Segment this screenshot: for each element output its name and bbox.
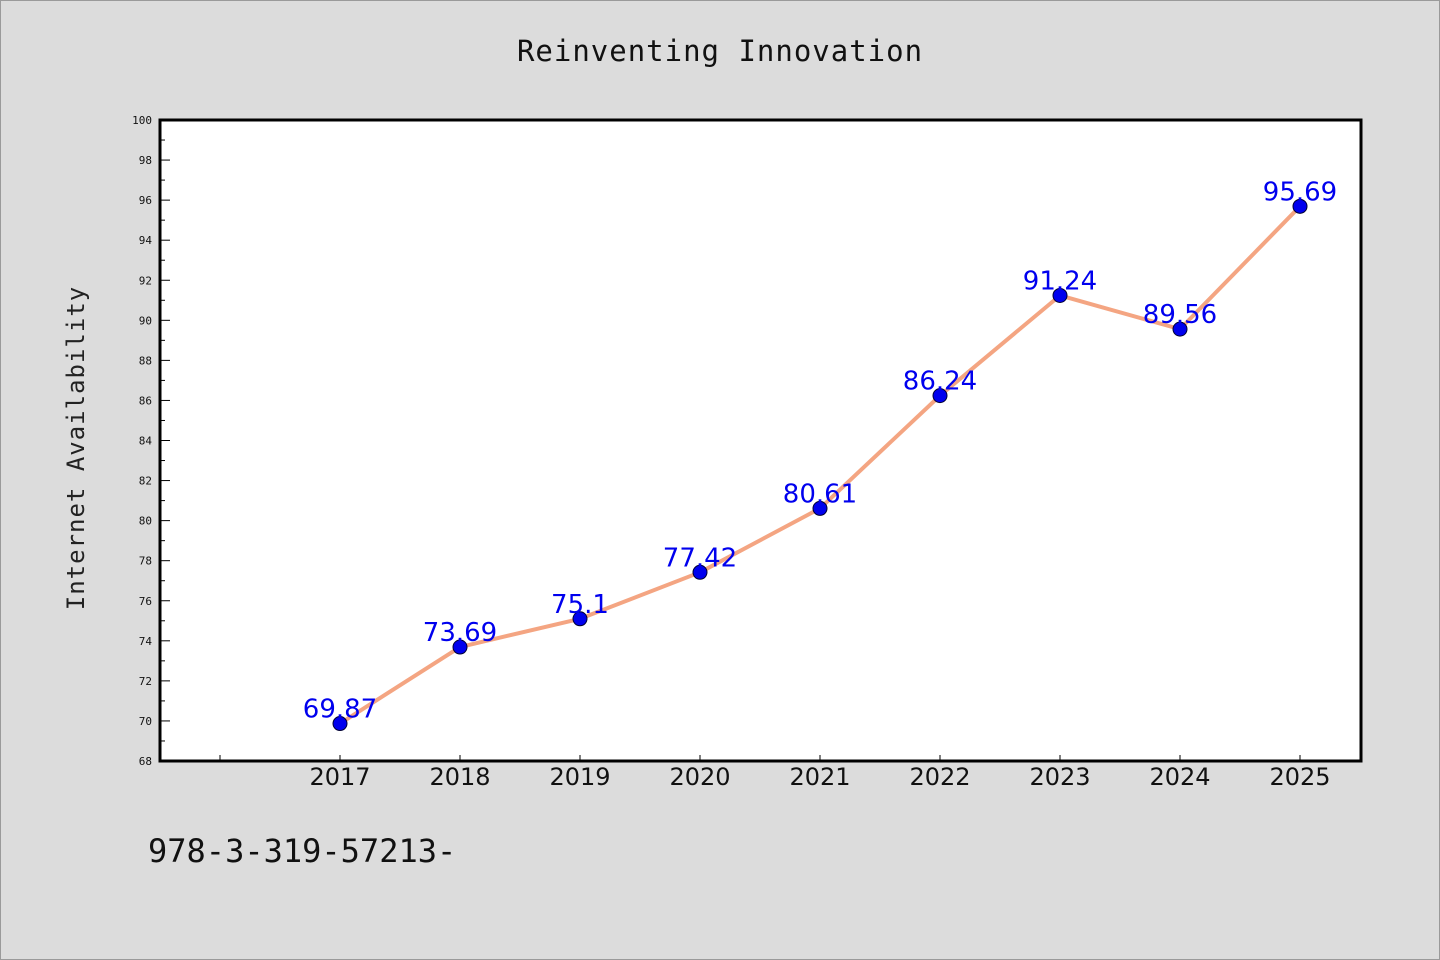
data-point: [692, 564, 708, 580]
x-tick-label: 2023: [1029, 763, 1090, 791]
data-label: 89.56: [1143, 300, 1217, 330]
data-point: [932, 388, 948, 404]
y-tick-label: 86: [139, 394, 152, 407]
data-label: 95.69: [1263, 177, 1337, 207]
x-tick-label: 2022: [909, 763, 970, 791]
y-tick-label: 68: [139, 755, 152, 768]
x-tick-label: 2024: [1149, 763, 1210, 791]
data-point: [1052, 287, 1068, 303]
y-tick-label: 96: [139, 194, 152, 207]
data-label: 69.87: [303, 695, 377, 725]
y-axis-ticks: 68 70 72 74 76 78 80 82 84 86 88 90 92 94 96 98 100: [132, 114, 170, 768]
y-tick-label: 74: [139, 635, 153, 648]
plot-area: [158, 118, 1363, 763]
y-tick-label: 90: [139, 314, 152, 327]
data-label: 75.1: [551, 590, 609, 620]
x-axis-ticks: 2017 2018 2019 2020 2021 2022 2023 2024 2025: [219, 755, 1331, 791]
data-labels: 69.87 73.69 75.1 77.42 80.61 86.24 91.24 89.56 9…: [303, 177, 1337, 724]
data-label: 77.42: [663, 543, 737, 573]
y-tick-label: 92: [139, 274, 152, 287]
series-points: [332, 198, 1308, 732]
x-tick-label: 2018: [429, 763, 490, 791]
y-tick-label: 82: [139, 475, 152, 488]
footer-isbn-text: 978-3-319-57213-: [148, 832, 457, 870]
data-point: [332, 716, 348, 732]
y-tick-label: 88: [139, 354, 152, 367]
data-point: [1172, 321, 1188, 337]
y-tick-label: 76: [139, 595, 152, 608]
data-point: [572, 611, 588, 627]
x-tick-label: 2025: [1269, 763, 1330, 791]
y-tick-label: 94: [139, 234, 153, 247]
data-label: 80.61: [783, 479, 857, 509]
y-tick-label: 98: [139, 154, 152, 167]
data-point: [1292, 198, 1308, 214]
y-tick-label: 100: [132, 114, 152, 127]
x-tick-label: 2021: [789, 763, 850, 791]
x-tick-label: 2019: [549, 763, 610, 791]
x-tick-label: 2020: [669, 763, 730, 791]
y-tick-label: 72: [139, 675, 152, 688]
y-tick-label: 70: [139, 715, 152, 728]
x-tick-label: 2017: [309, 763, 370, 791]
data-point: [812, 500, 828, 516]
data-label: 91.24: [1023, 266, 1097, 296]
data-label: 86.24: [903, 367, 977, 397]
data-label: 73.69: [423, 618, 497, 648]
data-point: [452, 639, 468, 655]
y-tick-label: 78: [139, 555, 152, 568]
y-tick-label: 80: [139, 515, 152, 528]
y-tick-label: 84: [139, 435, 153, 448]
chart-title: Reinventing Innovation: [516, 34, 924, 68]
